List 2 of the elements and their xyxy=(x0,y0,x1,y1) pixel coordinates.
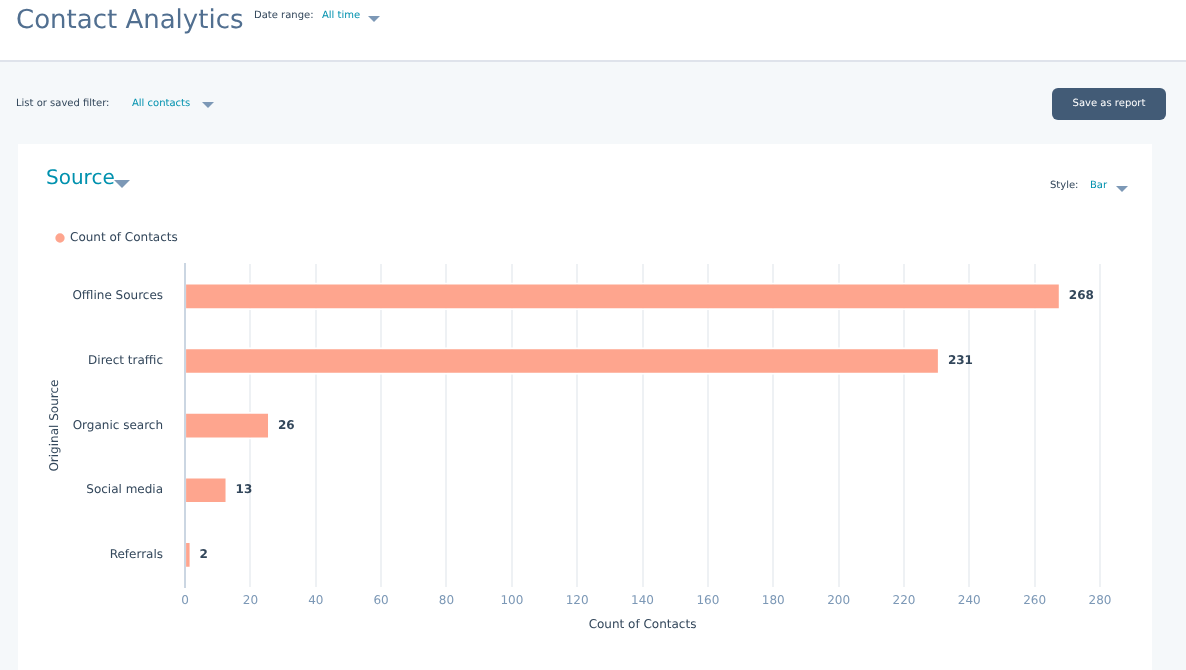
chart-subtitle: Source xyxy=(46,168,115,190)
chart-title: Contact Analytics xyxy=(16,6,244,36)
